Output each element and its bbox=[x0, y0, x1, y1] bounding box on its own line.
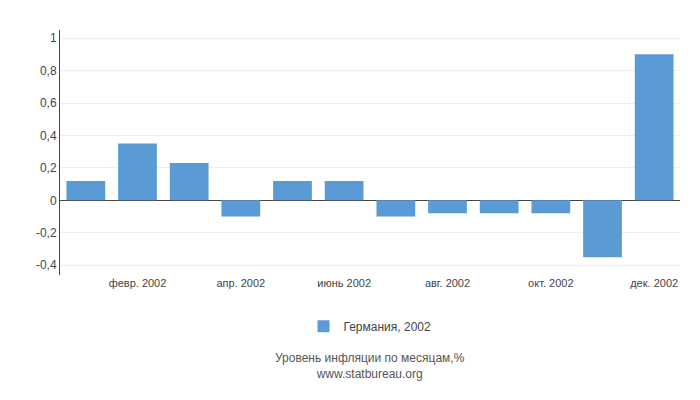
svg-text:0,8: 0,8 bbox=[40, 64, 57, 78]
svg-text:Уровень инфляции по месяцам,%w: Уровень инфляции по месяцам,%www.statbur… bbox=[275, 351, 465, 381]
svg-text:апр. 2002: апр. 2002 bbox=[216, 277, 265, 289]
svg-text:0,2: 0,2 bbox=[40, 161, 57, 175]
svg-text:1: 1 bbox=[50, 31, 57, 45]
svg-text:-0,2: -0,2 bbox=[36, 226, 57, 240]
svg-text:авг. 2002: авг. 2002 bbox=[425, 277, 470, 289]
svg-text:-0,4: -0,4 bbox=[36, 258, 57, 272]
svg-text:Германия, 2002: Германия, 2002 bbox=[344, 320, 431, 334]
svg-text:0,6: 0,6 bbox=[40, 96, 57, 110]
svg-text:дек. 2002: дек. 2002 bbox=[630, 277, 678, 289]
svg-text:июнь 2002: июнь 2002 bbox=[317, 277, 371, 289]
svg-text:февр. 2002: февр. 2002 bbox=[109, 277, 167, 289]
svg-text:0: 0 bbox=[50, 194, 57, 208]
svg-text:0,4: 0,4 bbox=[40, 129, 57, 143]
svg-text:окт. 2002: окт. 2002 bbox=[528, 277, 573, 289]
